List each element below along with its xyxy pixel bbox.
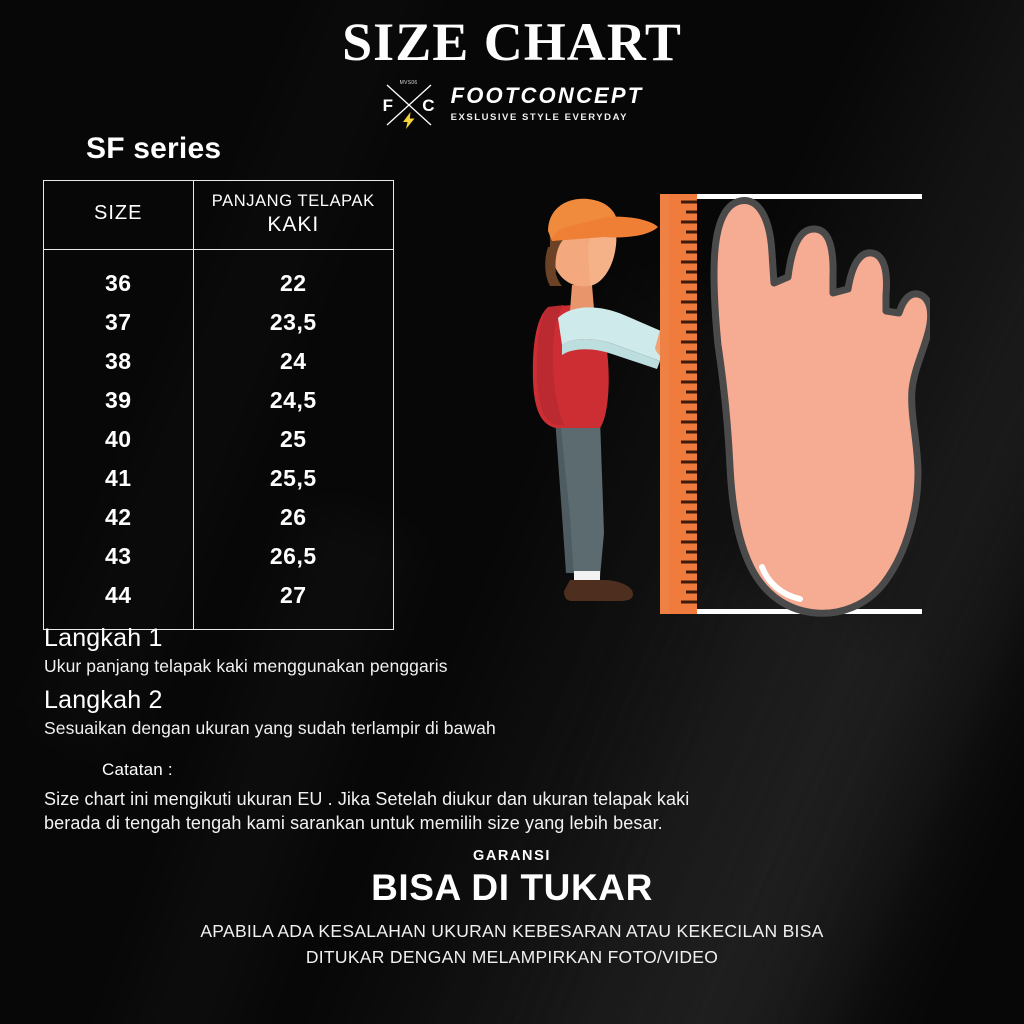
table-cell — [44, 614, 194, 629]
brand-text-block: FOOTCONCEPT EXSLUSIVE STYLE EVERYDAY — [450, 82, 644, 123]
brand-tagline: EXSLUSIVE STYLE EVERYDAY — [450, 111, 629, 123]
logo-letter-f: F — [382, 95, 393, 115]
table-cell-length: 26 — [279, 503, 307, 530]
table-cell-size: 38 — [44, 341, 194, 381]
illustration-svg — [532, 194, 935, 617]
table-row: 38 24 — [44, 341, 393, 381]
measuring-illustration — [500, 185, 935, 625]
table-cell-length: 23,5 — [269, 308, 317, 335]
measurement-guide-line-bottom — [660, 609, 922, 614]
guarantee-headline: BISA DI TUKAR — [371, 867, 653, 908]
table-header-row: SIZE PANJANG TELAPAK KAKI — [44, 181, 393, 250]
logo-letter-c: C — [422, 95, 435, 115]
brand-logo: MVS06 F C FOOTCONCEPT EXSLUSIVE STYLE EV… — [0, 79, 1024, 129]
table-cell-size: 42 — [44, 497, 194, 537]
note-line-2: berada di tengah tengah kami sarankan un… — [44, 812, 663, 833]
table-cell-size: 40 — [44, 419, 194, 459]
step-1-heading: Langkah 1 — [44, 624, 163, 652]
table-cell — [44, 249, 194, 264]
step-2-body: Sesuaikan dengan ukuran yang sudah terla… — [44, 717, 496, 738]
guarantee-detail-2: DITUKAR DENGAN MELAMPIRKAN FOTO/VIDEO — [305, 947, 719, 968]
table-body: 36 22 37 23,5 38 24 39 24,5 40 25 41 25,5 42 26 43 26,5… — [44, 249, 393, 629]
table-row: 36 22 — [44, 263, 393, 303]
page-title: SIZE CHART — [342, 12, 682, 72]
table-header-size: SIZE — [44, 181, 194, 250]
table-spacer-row — [44, 614, 393, 629]
note-heading: Catatan : — [102, 760, 173, 779]
table-cell-size: 43 — [44, 536, 194, 576]
table-cell-length: 27 — [279, 581, 307, 608]
table-row: 40 25 — [44, 419, 393, 459]
x-cross-shape-icon — [386, 84, 431, 126]
table-cell-size: 36 — [44, 263, 194, 303]
step-1-body: Ukur panjang telapak kaki menggunakan pe… — [44, 655, 448, 676]
person-measuring-icon — [532, 198, 690, 601]
steps-section: Langkah 1 Ukur panjang telapak kaki meng… — [44, 624, 664, 740]
table-cell-length: 24 — [279, 347, 307, 374]
logo-micro-text: MVS06 — [399, 79, 418, 86]
header: SIZE CHART MVS06 F C FOOTCONCEPT EXSLUSI… — [0, 0, 1024, 129]
table-cell-length: 26,5 — [269, 542, 317, 569]
series-heading: SF series — [86, 132, 222, 165]
table-header-length: PANJANG TELAPAK KAKI — [193, 181, 393, 250]
table-row: 37 23,5 — [44, 302, 393, 342]
table-row: 44 27 — [44, 575, 393, 615]
x-cross-logo-icon: MVS06 F C — [381, 79, 437, 129]
table-row: 42 26 — [44, 497, 393, 537]
table-cell — [193, 249, 393, 264]
lightning-bolt-icon — [402, 111, 415, 129]
table-cell-length: 24,5 — [269, 386, 317, 413]
table-cell-size: 44 — [44, 575, 194, 615]
size-table: SIZE PANJANG TELAPAK KAKI 36 22 37 23,5 38 24… — [43, 180, 394, 630]
brand-name: FOOTCONCEPT — [450, 82, 644, 108]
table-cell-length: 22 — [279, 269, 307, 296]
table-cell-length: 25 — [279, 425, 307, 452]
foot-sole-icon — [710, 197, 935, 617]
table-cell-size: 37 — [44, 302, 194, 342]
table-row: 41 25,5 — [44, 458, 393, 498]
table-cell-size: 39 — [44, 380, 194, 420]
table-row: 39 24,5 — [44, 380, 393, 420]
note-line-1: Size chart ini mengikuti ukuran EU . Jik… — [44, 789, 690, 809]
note-section: Catatan : Size chart ini mengikuti ukura… — [44, 760, 804, 836]
table-spacer-row — [44, 249, 393, 264]
table-row: 43 26,5 — [44, 536, 393, 576]
guarantee-section: GARANSI BISA DI TUKAR APABILA ADA KESALA… — [0, 848, 1024, 970]
step-2-heading: Langkah 2 — [44, 686, 163, 715]
table-cell-size: 41 — [44, 458, 194, 498]
table-cell-length: 25,5 — [269, 464, 317, 491]
measurement-guide-line-top — [660, 194, 922, 199]
guarantee-detail-1: APABILA ADA KESALAHAN UKURAN KEBESARAN A… — [200, 920, 824, 941]
guarantee-label: GARANSI — [472, 848, 552, 864]
vertical-ruler-icon — [660, 194, 697, 614]
